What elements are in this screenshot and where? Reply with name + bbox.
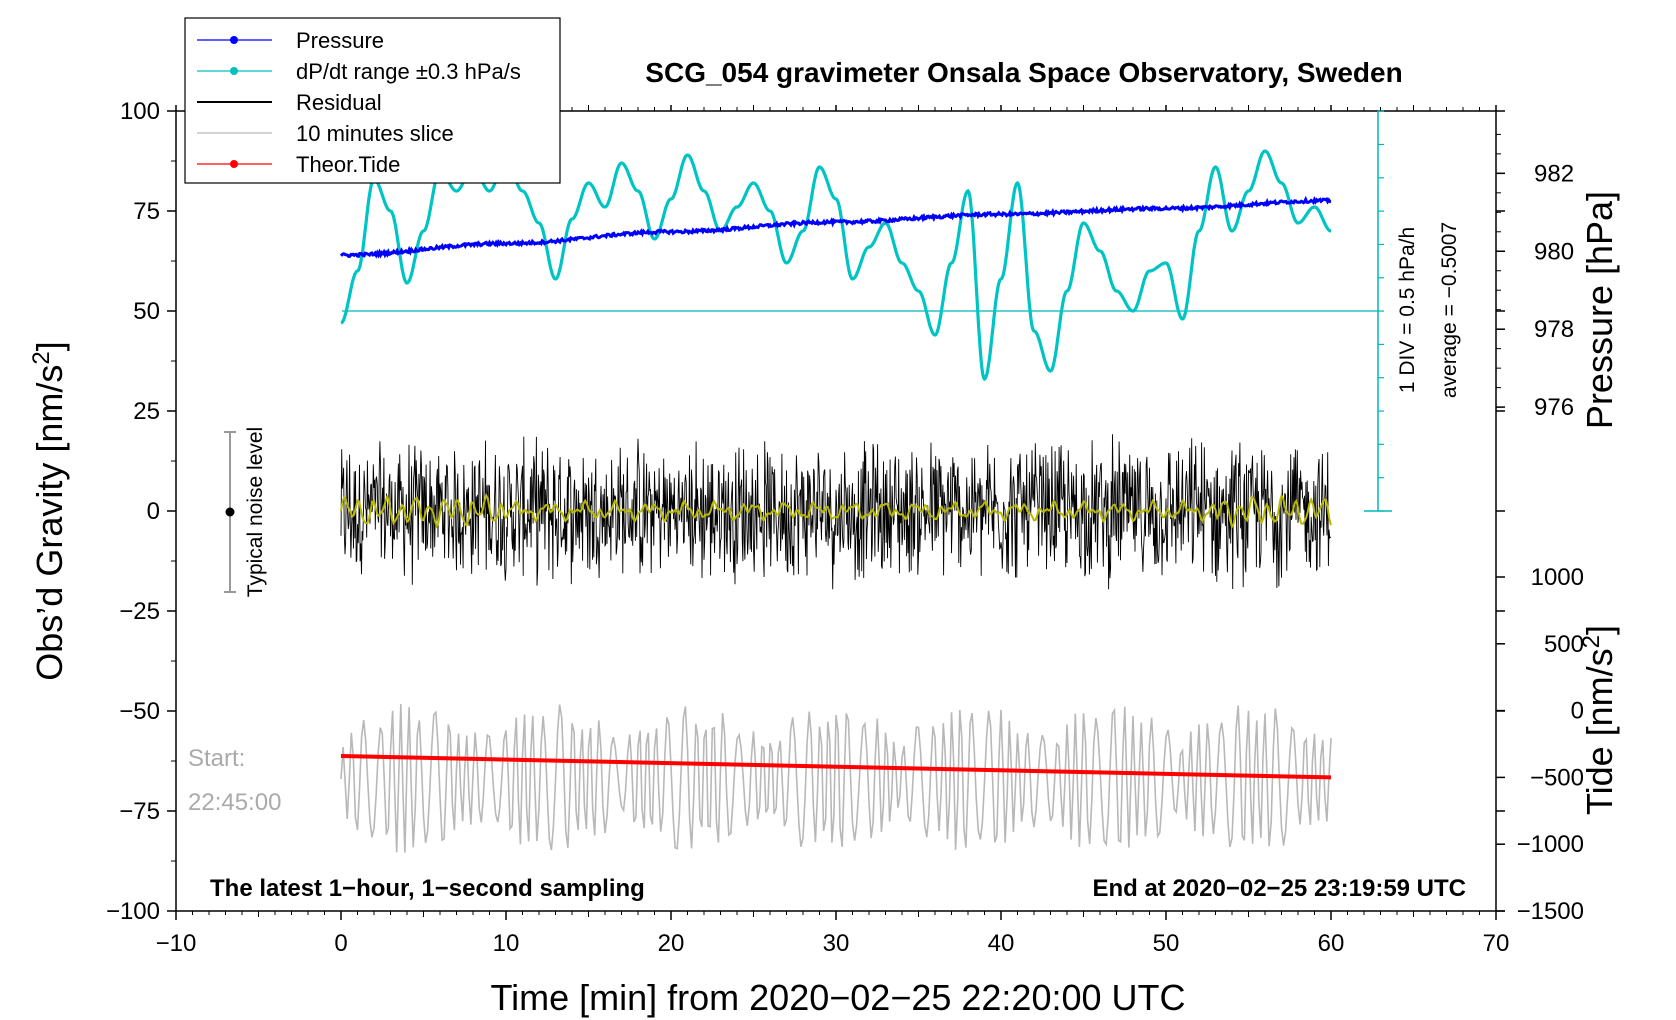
legend-label: Pressure (296, 28, 384, 53)
noise-center-dot (225, 507, 235, 517)
legend-label: dP/dt range ±0.3 hPa/s (296, 59, 521, 84)
legend-swatch-marker (230, 67, 238, 75)
tide-axis-label-main: Tide [nm/s (1579, 648, 1620, 815)
pressure-tick-label: 982 (1534, 160, 1574, 187)
legend-item: Pressure (197, 28, 384, 53)
slice-line (340, 704, 1332, 853)
tide-tick-label: −500 (1530, 764, 1584, 791)
legend-swatch-marker (230, 36, 238, 44)
tide-axis-label-end: ] (1579, 625, 1620, 635)
pressure-axis-label: Pressure [hPa] (1579, 191, 1620, 429)
pressure-tick-label: 978 (1534, 316, 1574, 343)
series-residual-smoothed (340, 492, 1332, 530)
x-tick-label: 70 (1483, 930, 1510, 957)
pressure-tick-label: 980 (1534, 238, 1574, 265)
x-tick-label: 0 (334, 930, 347, 957)
tide-tick-label: 0 (1571, 698, 1584, 725)
tide-axis-label: Tide [nm/s2] (1578, 625, 1620, 815)
y-tick-label: 100 (120, 98, 160, 125)
tide-axis-ticks: 1000 500 0 −500 −1000 −1500 (1496, 564, 1584, 925)
pressure-axis-ticks: 982 980 978 976 (1496, 133, 1574, 421)
tide-tick-label: 1000 (1531, 564, 1584, 591)
y-axis-label-main: Obs’d Gravity [nm/s (29, 365, 70, 681)
dpdt-average-label: average = −0.5007 (1438, 222, 1461, 398)
start-label: Start: (188, 745, 245, 772)
sampling-note: The latest 1−hour, 1−second sampling (210, 875, 645, 902)
legend-box (184, 17, 561, 184)
legend-item: Residual (197, 90, 382, 115)
dpdt-line (340, 149, 1332, 382)
y-tick-label: −25 (119, 598, 160, 625)
series-theor-tide (340, 754, 1332, 780)
y-axis-label-sup: 2 (28, 351, 55, 364)
tide-tick-label: 500 (1544, 631, 1584, 658)
dpdt-div-label: 1 DIV = 0.5 hPa/h (1396, 227, 1419, 393)
x-axis-label: Time [min] from 2020−02−25 22:20:00 UTC (490, 977, 1185, 1018)
legend-swatch-marker (230, 160, 238, 168)
chart-title: SCG_054 gravimeter Onsala Space Observat… (645, 57, 1402, 88)
x-tick-label: 10 (493, 930, 520, 957)
y-axis-label-end: ] (29, 341, 70, 351)
time-axis-ticks: −10 0 10 20 30 40 50 60 70 (156, 105, 1510, 957)
x-tick-label: 60 (1318, 930, 1345, 957)
residual-smoothed-line (340, 492, 1332, 530)
legend-label: Theor.Tide (296, 152, 400, 177)
pressure-line (339, 195, 1332, 259)
tide-line (340, 754, 1332, 780)
legend: Pressure dP/dt range ±0.3 hPa/s Residual 10… (184, 17, 561, 184)
pressure-tick-label: 976 (1534, 394, 1574, 421)
y-tick-label: 75 (133, 198, 160, 225)
legend-label: Residual (296, 90, 382, 115)
legend-item: dP/dt range ±0.3 hPa/s (197, 59, 521, 84)
residual-line (340, 434, 1332, 590)
tide-axis-label-sup: 2 (1578, 635, 1605, 648)
x-tick-label: 50 (1153, 930, 1180, 957)
y-tick-label: 25 (133, 398, 160, 425)
x-tick-label: −10 (156, 930, 197, 957)
noise-level-indicator: Typical noise level (224, 427, 267, 597)
y-tick-label: −100 (106, 898, 160, 925)
y-tick-label: −50 (119, 698, 160, 725)
x-tick-label: 20 (658, 930, 685, 957)
y-axis-label: Obs’d Gravity [nm/s2] (28, 341, 70, 680)
start-time: 22:45:00 (188, 789, 281, 816)
series-dpdt (340, 149, 1332, 382)
series-pressure (339, 195, 1332, 259)
x-tick-label: 40 (988, 930, 1015, 957)
legend-label: 10 minutes slice (296, 121, 454, 146)
gravity-axis-ticks: 100 75 50 25 0 −25 −50 −75 −100 (106, 98, 1505, 925)
y-tick-label: 50 (133, 298, 160, 325)
tide-tick-label: −1500 (1517, 898, 1584, 925)
legend-item: 10 minutes slice (197, 121, 454, 146)
y-tick-label: −75 (119, 798, 160, 825)
end-time-note: End at 2020−02−25 23:19:59 UTC (1092, 875, 1466, 902)
legend-item: Theor.Tide (197, 152, 400, 177)
series-residual (340, 434, 1332, 590)
x-tick-label: 30 (823, 930, 850, 957)
series-10-minutes-slice (340, 704, 1332, 853)
tide-tick-label: −1000 (1517, 831, 1584, 858)
noise-label: Typical noise level (244, 427, 267, 597)
y-tick-label: 0 (147, 498, 160, 525)
